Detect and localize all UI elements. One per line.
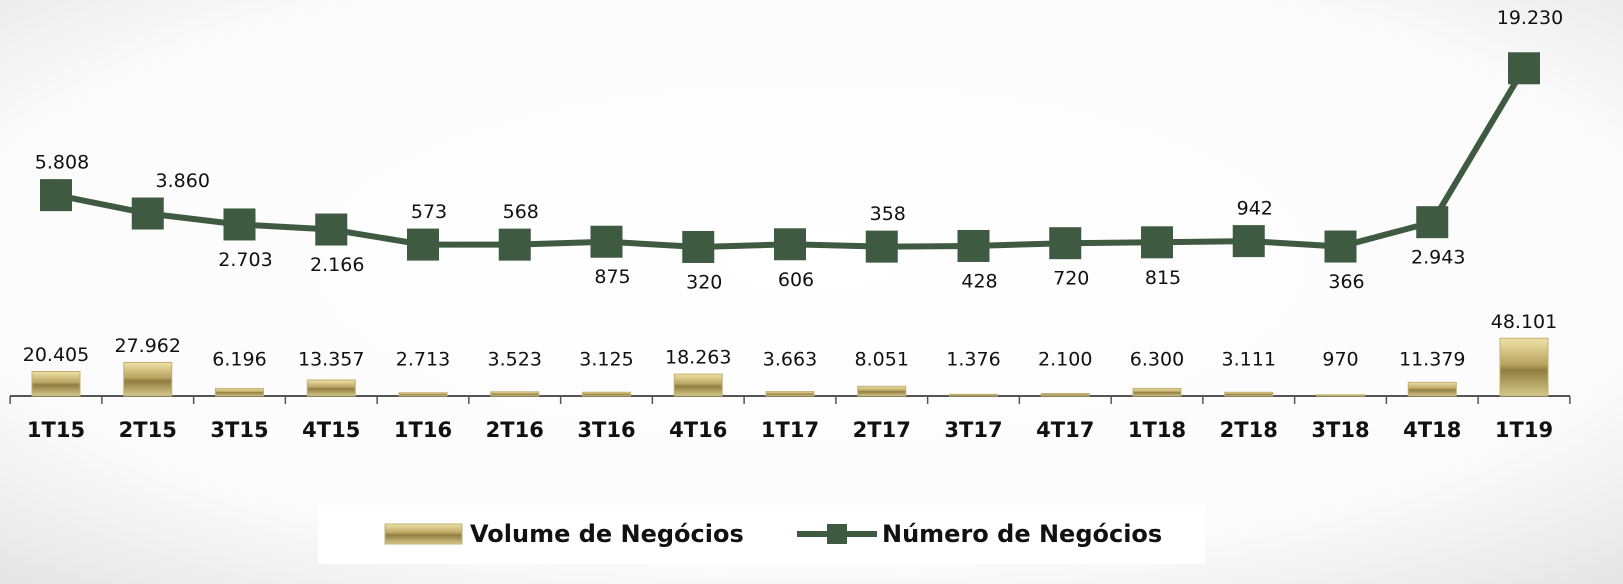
line-marker <box>1416 206 1449 239</box>
x-tick-label: 4T17 <box>1036 418 1094 442</box>
x-tick-label: 4T16 <box>669 418 727 442</box>
line-marker <box>131 197 164 230</box>
x-tick-label: 1T18 <box>1128 418 1186 442</box>
x-tick-label: 2T16 <box>486 418 544 442</box>
legend-marker <box>827 524 847 544</box>
bar <box>123 361 173 397</box>
bar-value-label: 2.100 <box>1038 349 1092 371</box>
line-value-label: 573 <box>411 201 447 223</box>
bar <box>1316 394 1365 397</box>
bar-value-label: 8.051 <box>855 349 909 371</box>
line-marker <box>774 228 806 261</box>
bar-value-label: 11.379 <box>1399 349 1465 371</box>
bar-value-label: 3.125 <box>579 349 633 371</box>
bar <box>215 388 264 397</box>
line-marker <box>682 230 715 263</box>
line-value-label: 2.703 <box>218 249 272 271</box>
bar-value-label: 970 <box>1322 349 1358 371</box>
line-value-label: 942 <box>1237 198 1273 220</box>
line-marker <box>315 213 348 246</box>
x-tick-label: 3T18 <box>1311 418 1369 442</box>
bar <box>306 379 356 397</box>
bar-value-label: 1.376 <box>946 349 1000 371</box>
line-marker <box>223 208 256 241</box>
x-tick-label: 3T15 <box>210 418 268 442</box>
line-marker <box>865 230 898 263</box>
line-value-label: 606 <box>778 269 814 291</box>
bar <box>398 392 448 397</box>
bar <box>1224 391 1274 397</box>
line-value-label: 568 <box>503 201 539 223</box>
x-tick-label: 1T16 <box>394 418 452 442</box>
line-value-label: 320 <box>686 271 722 293</box>
bar-value-label: 13.357 <box>298 349 364 371</box>
bar <box>490 391 540 397</box>
bar <box>765 391 815 397</box>
line-marker <box>957 229 990 262</box>
line-value-label: 720 <box>1053 268 1089 290</box>
bar <box>1499 337 1549 397</box>
x-tick-label: 2T17 <box>853 418 911 442</box>
bar-value-label: 6.300 <box>1130 349 1184 371</box>
line-value-label: 19.230 <box>1497 7 1563 29</box>
x-tick-label: 4T18 <box>1403 418 1461 442</box>
line-value-label: 3.860 <box>156 170 210 192</box>
line-value-label: 366 <box>1328 271 1364 293</box>
bar-value-label: 18.263 <box>665 347 731 369</box>
legend-swatch <box>384 523 463 545</box>
bar-value-label: 27.962 <box>115 335 181 357</box>
x-tick-label: 1T15 <box>27 418 85 442</box>
line-marker <box>1508 52 1540 85</box>
bar <box>582 391 631 397</box>
line-marker <box>1324 230 1357 263</box>
line-marker <box>407 228 439 261</box>
line-marker <box>40 179 72 212</box>
x-tick-label: 1T19 <box>1495 418 1553 442</box>
bar <box>1040 392 1090 397</box>
line-marker <box>590 225 623 258</box>
bar-value-label: 3.523 <box>488 349 542 371</box>
x-tick-label: 4T15 <box>302 418 360 442</box>
line-marker <box>498 228 531 261</box>
line-value-label: 358 <box>870 203 906 225</box>
bar <box>949 393 998 397</box>
bar <box>1407 381 1457 397</box>
x-tick-label: 3T16 <box>577 418 635 442</box>
bar-value-label: 2.713 <box>396 349 450 371</box>
x-tick-label: 2T15 <box>119 418 177 442</box>
legend-box <box>318 505 1205 564</box>
legend-label: Volume de Negócios <box>470 520 744 548</box>
line-marker <box>1141 226 1173 259</box>
bar <box>1132 387 1182 397</box>
bar <box>857 385 907 397</box>
legend-label: Número de Negócios <box>882 520 1162 548</box>
bar-value-label: 3.111 <box>1222 349 1276 371</box>
bar-value-label: 48.101 <box>1491 311 1557 333</box>
bar <box>31 371 81 397</box>
bar-value-label: 6.196 <box>212 349 266 371</box>
line-value-label: 2.166 <box>310 254 364 276</box>
bar <box>673 373 723 397</box>
x-tick-label: 2T18 <box>1220 418 1278 442</box>
line-value-label: 428 <box>961 270 997 292</box>
x-tick-label: 3T17 <box>944 418 1002 442</box>
bar-value-label: 3.663 <box>763 349 817 371</box>
x-tick-label: 1T17 <box>761 418 819 442</box>
line-marker <box>1232 225 1265 258</box>
line-marker <box>1049 227 1082 260</box>
line-value-label: 875 <box>594 266 630 288</box>
line-value-label: 5.808 <box>35 152 89 174</box>
line-value-label: 815 <box>1145 267 1181 289</box>
line-value-label: 2.943 <box>1411 247 1465 269</box>
bar-value-label: 20.405 <box>23 344 89 366</box>
